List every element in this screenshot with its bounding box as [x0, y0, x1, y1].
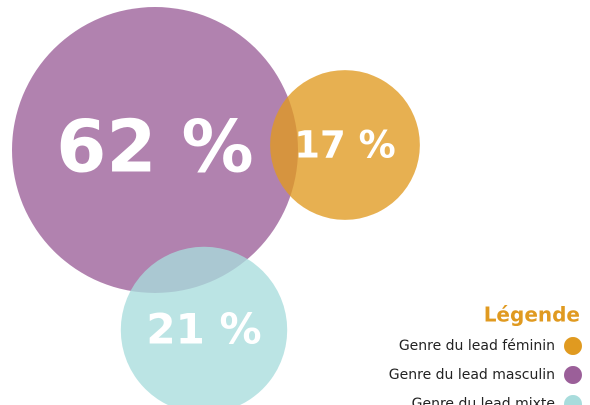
bubble-label: 17 %	[294, 124, 395, 167]
bubble	[270, 70, 420, 220]
legend-title: Légende	[484, 303, 580, 327]
legend-label: Genre du lead féminin	[399, 338, 555, 354]
bubble	[120, 246, 288, 405]
legend-swatch	[564, 337, 582, 355]
bubble-label: 62 %	[56, 105, 253, 189]
legend-label: Genre du lead mixte	[412, 396, 555, 405]
legend-swatch	[564, 366, 582, 384]
legend-label: Genre du lead masculin	[389, 367, 555, 383]
bubble	[12, 7, 298, 293]
legend-swatch	[564, 395, 582, 405]
bubble-label: 21 %	[146, 305, 261, 354]
